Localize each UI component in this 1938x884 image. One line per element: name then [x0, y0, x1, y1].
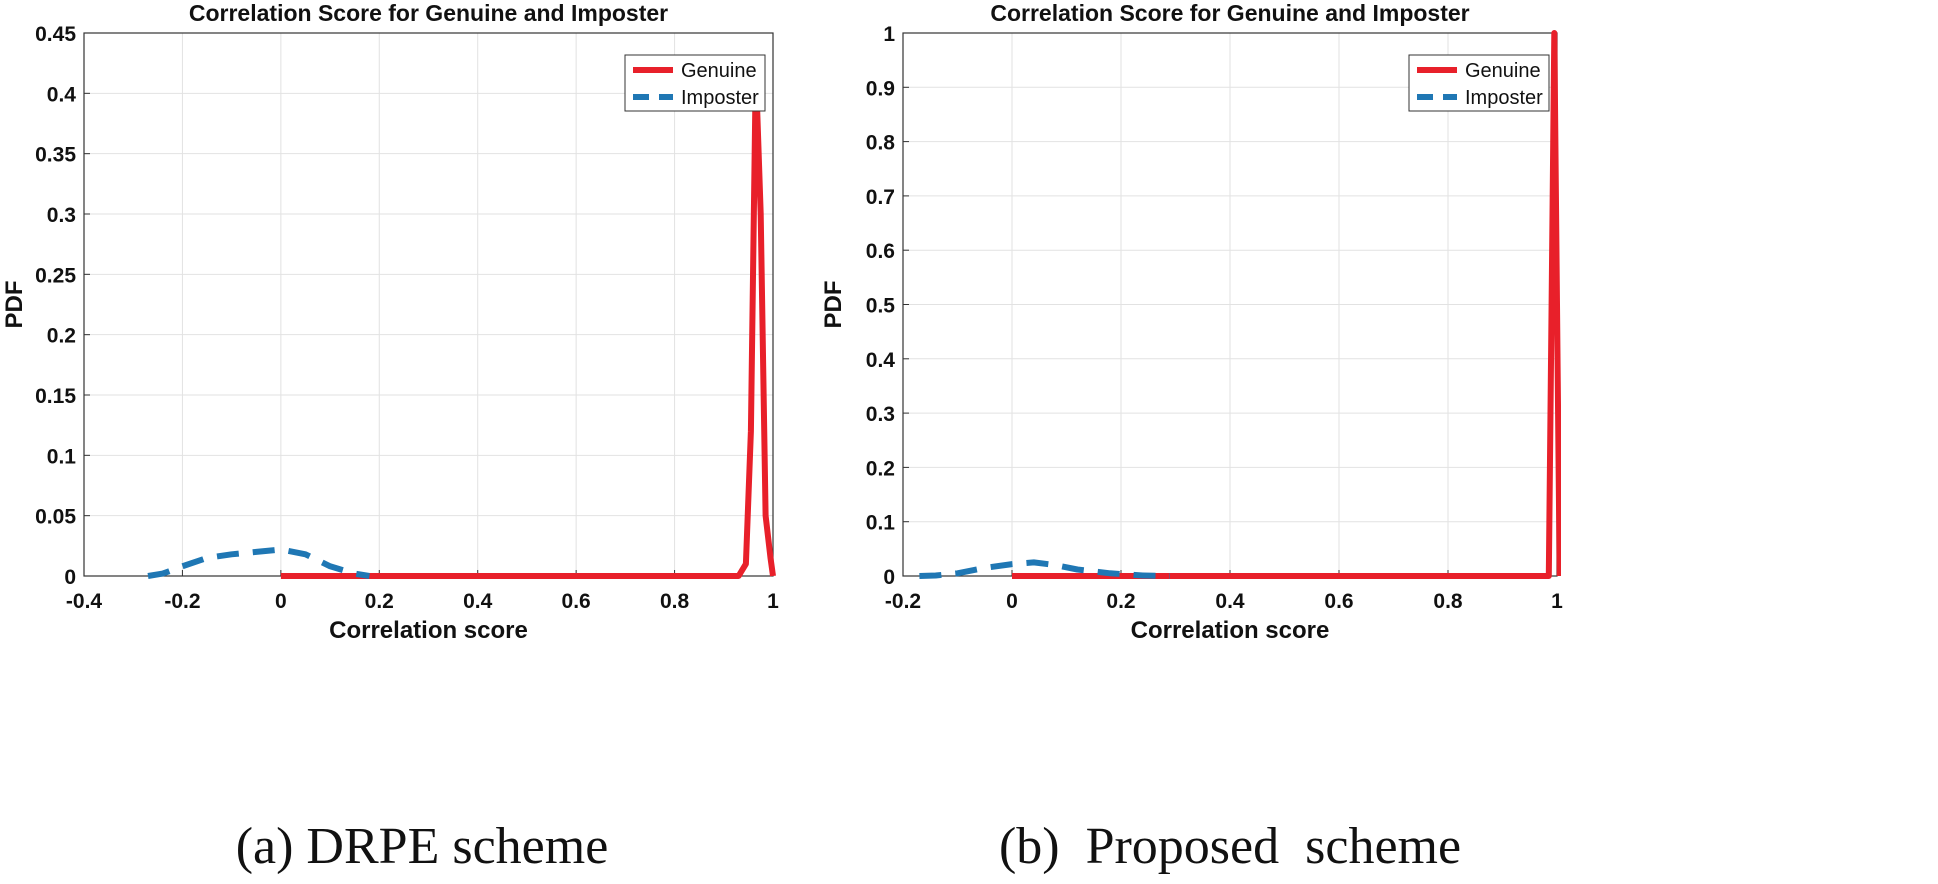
legend-label-imposter: Imposter [681, 87, 759, 109]
chart-title: Correlation Score for Genuine and Impost… [990, 0, 1469, 26]
y-tick-label: 0.35 [35, 144, 76, 167]
y-tick-label: 0.8 [866, 132, 896, 155]
y-tick-label: 0.15 [35, 385, 76, 408]
x-tick-label: 0 [1006, 590, 1018, 613]
x-axis-label: Correlation score [329, 617, 528, 644]
y-tick-label: 0.4 [47, 83, 77, 106]
y-tick-label: 0.5 [866, 295, 896, 318]
chart-drpe: -0.4 -0.2 0 0.2 0.4 0.6 0.8 1 0 0.05 0.1 0.15 0.2 0.2… [1, 0, 779, 875]
x-tick-label: -0.2 [164, 590, 200, 613]
y-tick-label: 0.45 [35, 23, 76, 46]
x-tick-label: 0.4 [463, 590, 493, 613]
legend-label-imposter: Imposter [1465, 87, 1543, 109]
x-tick-label: 0.6 [1324, 590, 1353, 613]
y-tick-label: 0 [883, 566, 895, 589]
x-tick-label: 1 [767, 590, 779, 613]
series-line-imposter [919, 559, 1171, 579]
x-tick-label: 0 [275, 590, 287, 613]
y-tick-label: 0.6 [866, 240, 895, 263]
figure-caption: (b) Proposed scheme [999, 818, 1461, 875]
plot-area [84, 33, 773, 576]
y-tick-label: 0.7 [866, 186, 895, 209]
series-line-genuine [280, 66, 776, 579]
y-axis-label: PDF [1, 281, 28, 329]
x-tick-label: 0.2 [365, 590, 394, 613]
y-tick-label: 0.25 [35, 264, 76, 287]
y-tick-label: 0 [64, 566, 76, 589]
x-tick-label: -0.4 [66, 590, 103, 613]
series-line-genuine [1012, 30, 1561, 579]
legend-label-genuine: Genuine [1465, 60, 1541, 82]
x-tick-label: 0.8 [1433, 590, 1463, 613]
x-tick-label: -0.2 [885, 590, 921, 613]
y-tick-label: 0.3 [866, 403, 895, 426]
y-tick-label: 0.2 [47, 325, 76, 348]
y-tick-label: 0.9 [866, 77, 895, 100]
x-tick-label: 0.2 [1106, 590, 1135, 613]
series-line-imposter [147, 546, 370, 579]
y-tick-label: 0.1 [866, 512, 896, 535]
x-axis-label: Correlation score [1131, 617, 1330, 644]
y-tick-label: 0.1 [47, 445, 77, 468]
y-tick-label: 0.4 [866, 349, 896, 372]
chart-proposed: -0.2 0 0.2 0.4 0.6 0.8 100.10.20.30.40.50.60.7… [820, 0, 1563, 875]
y-tick-label: 0.2 [866, 457, 895, 480]
x-tick-label: 1 [1551, 590, 1563, 613]
y-tick-label: 0.3 [47, 204, 76, 227]
y-tick-label: 0.05 [35, 506, 76, 529]
legend-box [624, 54, 766, 112]
x-tick-label: 0.4 [1215, 590, 1245, 613]
legend-label-genuine: Genuine [681, 60, 757, 82]
y-tick-label: 1 [883, 23, 895, 46]
y-axis-label: PDF [820, 281, 847, 329]
x-tick-label: 0.8 [660, 590, 690, 613]
chart-title: Correlation Score for Genuine and Impost… [189, 0, 668, 26]
figure-caption: (a) DRPE scheme [236, 818, 609, 875]
legend-box [1408, 54, 1550, 112]
x-tick-label: 0.6 [562, 590, 591, 613]
